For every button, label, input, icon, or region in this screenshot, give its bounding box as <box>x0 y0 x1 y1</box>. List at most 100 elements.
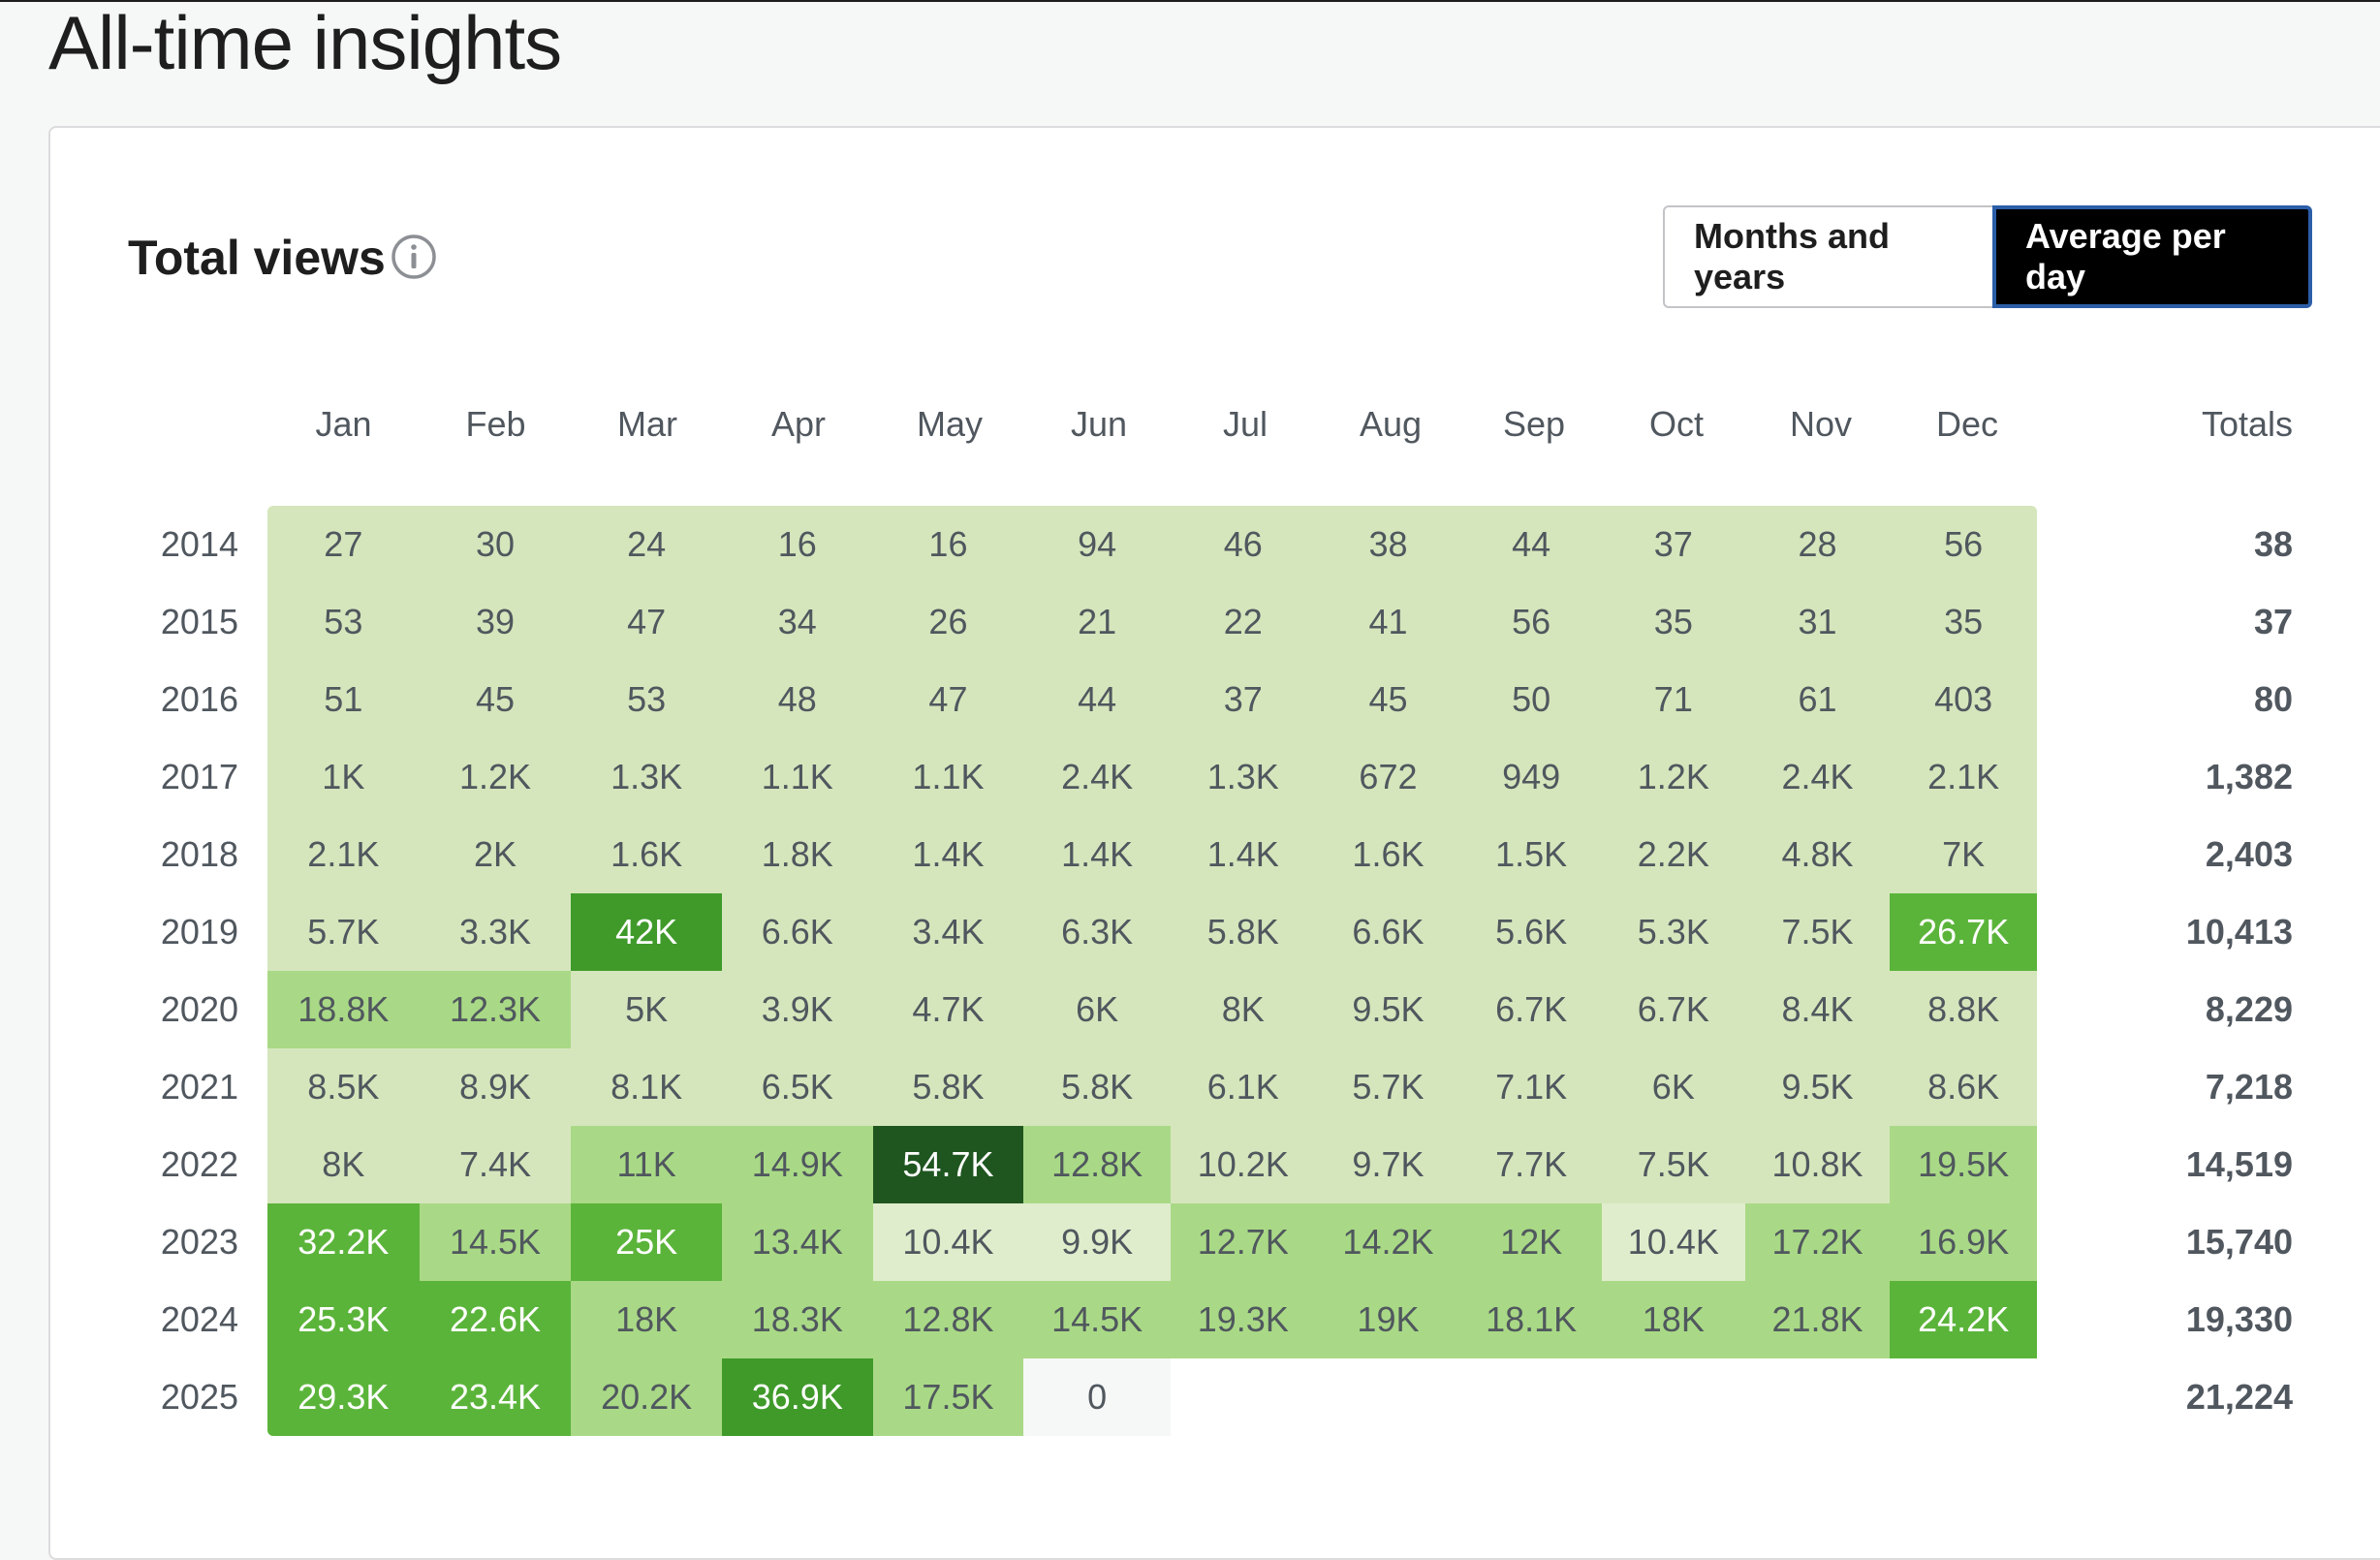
heatmap-cell[interactable]: 5.8K <box>1170 893 1316 971</box>
heatmap-cell[interactable]: 17.5K <box>872 1358 1024 1436</box>
heatmap-cell[interactable]: 6.5K <box>721 1048 873 1126</box>
heatmap-cell[interactable]: 18.1K <box>1460 1281 1602 1358</box>
heatmap-cell[interactable]: 6.3K <box>1023 893 1171 971</box>
heatmap-cell[interactable]: 5.8K <box>1023 1048 1171 1126</box>
heatmap-cell[interactable]: 28 <box>1744 506 1891 583</box>
heatmap-cell[interactable]: 54.7K <box>872 1126 1024 1203</box>
heatmap-cell[interactable]: 2.4K <box>1023 738 1171 816</box>
heatmap-cell[interactable]: 3.4K <box>872 893 1024 971</box>
info-icon[interactable] <box>390 233 438 281</box>
heatmap-cell[interactable]: 16 <box>872 506 1024 583</box>
heatmap-cell[interactable]: 9.5K <box>1315 971 1461 1048</box>
heatmap-cell[interactable]: 51 <box>267 661 420 738</box>
heatmap-cell[interactable]: 6.6K <box>721 893 873 971</box>
heatmap-cell[interactable]: 20.2K <box>571 1358 722 1436</box>
heatmap-cell[interactable]: 17.2K <box>1744 1203 1891 1281</box>
heatmap-cell[interactable]: 39 <box>419 583 572 661</box>
heatmap-cell[interactable]: 1.6K <box>1315 816 1461 893</box>
heatmap-cell[interactable]: 5.7K <box>267 893 420 971</box>
heatmap-cell[interactable]: 35 <box>1890 583 2037 661</box>
heatmap-cell[interactable]: 41 <box>1315 583 1461 661</box>
heatmap-cell[interactable]: 10.2K <box>1170 1126 1316 1203</box>
heatmap-cell[interactable]: 71 <box>1601 661 1745 738</box>
heatmap-cell[interactable]: 7.5K <box>1601 1126 1745 1203</box>
heatmap-cell[interactable]: 1.3K <box>571 738 722 816</box>
heatmap-cell[interactable]: 2.1K <box>267 816 420 893</box>
heatmap-cell[interactable]: 1.2K <box>419 738 572 816</box>
heatmap-cell[interactable]: 403 <box>1890 661 2037 738</box>
heatmap-cell[interactable]: 2.4K <box>1744 738 1891 816</box>
heatmap-cell[interactable]: 56 <box>1460 583 1602 661</box>
heatmap-cell[interactable]: 10.8K <box>1744 1126 1891 1203</box>
heatmap-cell[interactable]: 11K <box>571 1126 722 1203</box>
heatmap-cell[interactable]: 6.7K <box>1460 971 1602 1048</box>
heatmap-cell[interactable]: 12.7K <box>1170 1203 1316 1281</box>
heatmap-cell[interactable]: 16.9K <box>1890 1203 2037 1281</box>
heatmap-cell[interactable]: 1.5K <box>1460 816 1602 893</box>
heatmap-cell[interactable]: 1.3K <box>1170 738 1316 816</box>
heatmap-cell[interactable]: 1.6K <box>571 816 722 893</box>
heatmap-cell[interactable]: 6.7K <box>1601 971 1745 1048</box>
heatmap-cell[interactable]: 5.3K <box>1601 893 1745 971</box>
heatmap-cell[interactable]: 7.5K <box>1744 893 1891 971</box>
average-per-day-button[interactable]: Average per day <box>1992 205 2312 308</box>
heatmap-cell[interactable]: 18K <box>571 1281 722 1358</box>
heatmap-cell[interactable]: 12.3K <box>419 971 572 1048</box>
heatmap-cell[interactable]: 34 <box>721 583 873 661</box>
heatmap-cell[interactable]: 46 <box>1170 506 1316 583</box>
heatmap-cell[interactable]: 47 <box>571 583 722 661</box>
heatmap-cell[interactable]: 53 <box>267 583 420 661</box>
heatmap-cell[interactable]: 19.5K <box>1890 1126 2037 1203</box>
heatmap-cell[interactable]: 19.3K <box>1170 1281 1316 1358</box>
heatmap-cell[interactable]: 3.9K <box>721 971 873 1048</box>
heatmap-cell[interactable]: 5.6K <box>1460 893 1602 971</box>
heatmap-cell[interactable]: 6K <box>1601 1048 1745 1126</box>
heatmap-cell[interactable]: 1.1K <box>721 738 873 816</box>
heatmap-cell[interactable]: 47 <box>872 661 1024 738</box>
heatmap-cell[interactable]: 12.8K <box>1023 1126 1171 1203</box>
heatmap-cell[interactable]: 18.8K <box>267 971 420 1048</box>
heatmap-cell[interactable]: 27 <box>267 506 420 583</box>
heatmap-cell[interactable]: 16 <box>721 506 873 583</box>
heatmap-cell[interactable]: 61 <box>1744 661 1891 738</box>
heatmap-cell[interactable]: 24 <box>571 506 722 583</box>
heatmap-cell[interactable]: 5K <box>571 971 722 1048</box>
heatmap-cell[interactable]: 7K <box>1890 816 2037 893</box>
heatmap-cell[interactable]: 0 <box>1023 1358 1171 1436</box>
heatmap-cell[interactable]: 12.8K <box>872 1281 1024 1358</box>
heatmap-cell[interactable]: 1.4K <box>872 816 1024 893</box>
heatmap-cell[interactable]: 24.2K <box>1890 1281 2037 1358</box>
heatmap-cell[interactable]: 10.4K <box>1601 1203 1745 1281</box>
heatmap-cell[interactable]: 50 <box>1460 661 1602 738</box>
heatmap-cell[interactable]: 42K <box>571 893 722 971</box>
heatmap-cell[interactable]: 8.5K <box>267 1048 420 1126</box>
heatmap-cell[interactable]: 3.3K <box>419 893 572 971</box>
heatmap-cell[interactable]: 6K <box>1023 971 1171 1048</box>
heatmap-cell[interactable]: 14.5K <box>1023 1281 1171 1358</box>
heatmap-cell[interactable]: 94 <box>1023 506 1171 583</box>
heatmap-cell[interactable]: 2K <box>419 816 572 893</box>
heatmap-cell[interactable]: 8.1K <box>571 1048 722 1126</box>
heatmap-cell[interactable]: 5.7K <box>1315 1048 1461 1126</box>
heatmap-cell[interactable]: 53 <box>571 661 722 738</box>
heatmap-cell[interactable]: 8K <box>267 1126 420 1203</box>
heatmap-cell[interactable]: 37 <box>1601 506 1745 583</box>
heatmap-cell[interactable]: 672 <box>1315 738 1461 816</box>
heatmap-cell[interactable]: 9.5K <box>1744 1048 1891 1126</box>
heatmap-cell[interactable]: 4.8K <box>1744 816 1891 893</box>
heatmap-cell[interactable]: 44 <box>1023 661 1171 738</box>
heatmap-cell[interactable]: 19K <box>1315 1281 1461 1358</box>
heatmap-cell[interactable]: 949 <box>1460 738 1602 816</box>
heatmap-cell[interactable]: 8.9K <box>419 1048 572 1126</box>
heatmap-cell[interactable]: 8.6K <box>1890 1048 2037 1126</box>
heatmap-cell[interactable]: 2.2K <box>1601 816 1745 893</box>
heatmap-cell[interactable]: 23.4K <box>419 1358 572 1436</box>
heatmap-cell[interactable]: 5.8K <box>872 1048 1024 1126</box>
heatmap-cell[interactable]: 25K <box>571 1203 722 1281</box>
heatmap-cell[interactable]: 45 <box>419 661 572 738</box>
heatmap-cell[interactable]: 13.4K <box>721 1203 873 1281</box>
heatmap-cell[interactable]: 7.4K <box>419 1126 572 1203</box>
heatmap-cell[interactable]: 1K <box>267 738 420 816</box>
heatmap-cell[interactable]: 56 <box>1890 506 2037 583</box>
heatmap-cell[interactable]: 35 <box>1601 583 1745 661</box>
